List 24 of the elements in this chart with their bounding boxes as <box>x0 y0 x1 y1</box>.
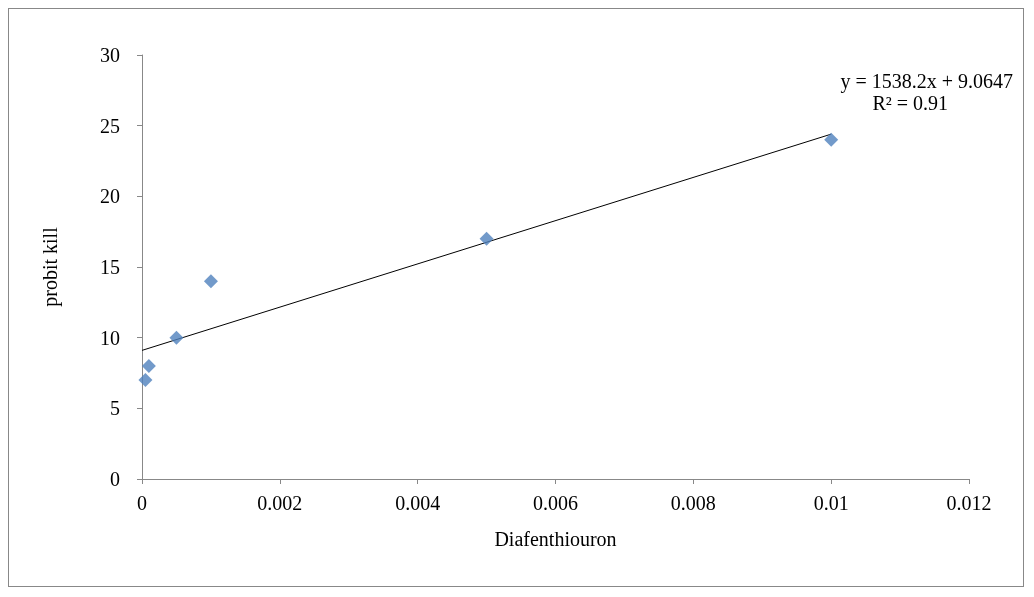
y-tick-label: 25 <box>100 114 120 137</box>
x-axis-title: Diafenthiouron <box>494 528 617 550</box>
y-tick-label: 15 <box>100 256 120 278</box>
y-tick-label: 10 <box>100 326 120 349</box>
x-tick-label: 0.012 <box>946 492 992 514</box>
y-axis-title: probit kill <box>39 226 62 307</box>
y-tick-label: 20 <box>100 185 120 208</box>
point <box>141 358 156 373</box>
x-tick-label: 0.01 <box>813 492 849 514</box>
x-tick-label: 0.004 <box>395 492 441 514</box>
point <box>138 373 153 388</box>
annotation: y = 1538.2x + 9.0647 <box>840 70 1013 93</box>
x-tick-label: 0.002 <box>257 492 303 514</box>
point <box>824 132 839 147</box>
x-tick-label: 0.006 <box>533 492 578 514</box>
x-tick-label: 0 <box>137 492 147 514</box>
y-tick-label: 30 <box>100 44 120 66</box>
annotation: R² = 0.91 <box>872 92 949 114</box>
point <box>203 274 218 289</box>
point <box>169 330 184 345</box>
y-tick-label: 0 <box>110 468 120 490</box>
x-tick-label: 0.008 <box>670 492 716 514</box>
y-tick-label: 5 <box>110 397 120 420</box>
point <box>479 231 494 246</box>
